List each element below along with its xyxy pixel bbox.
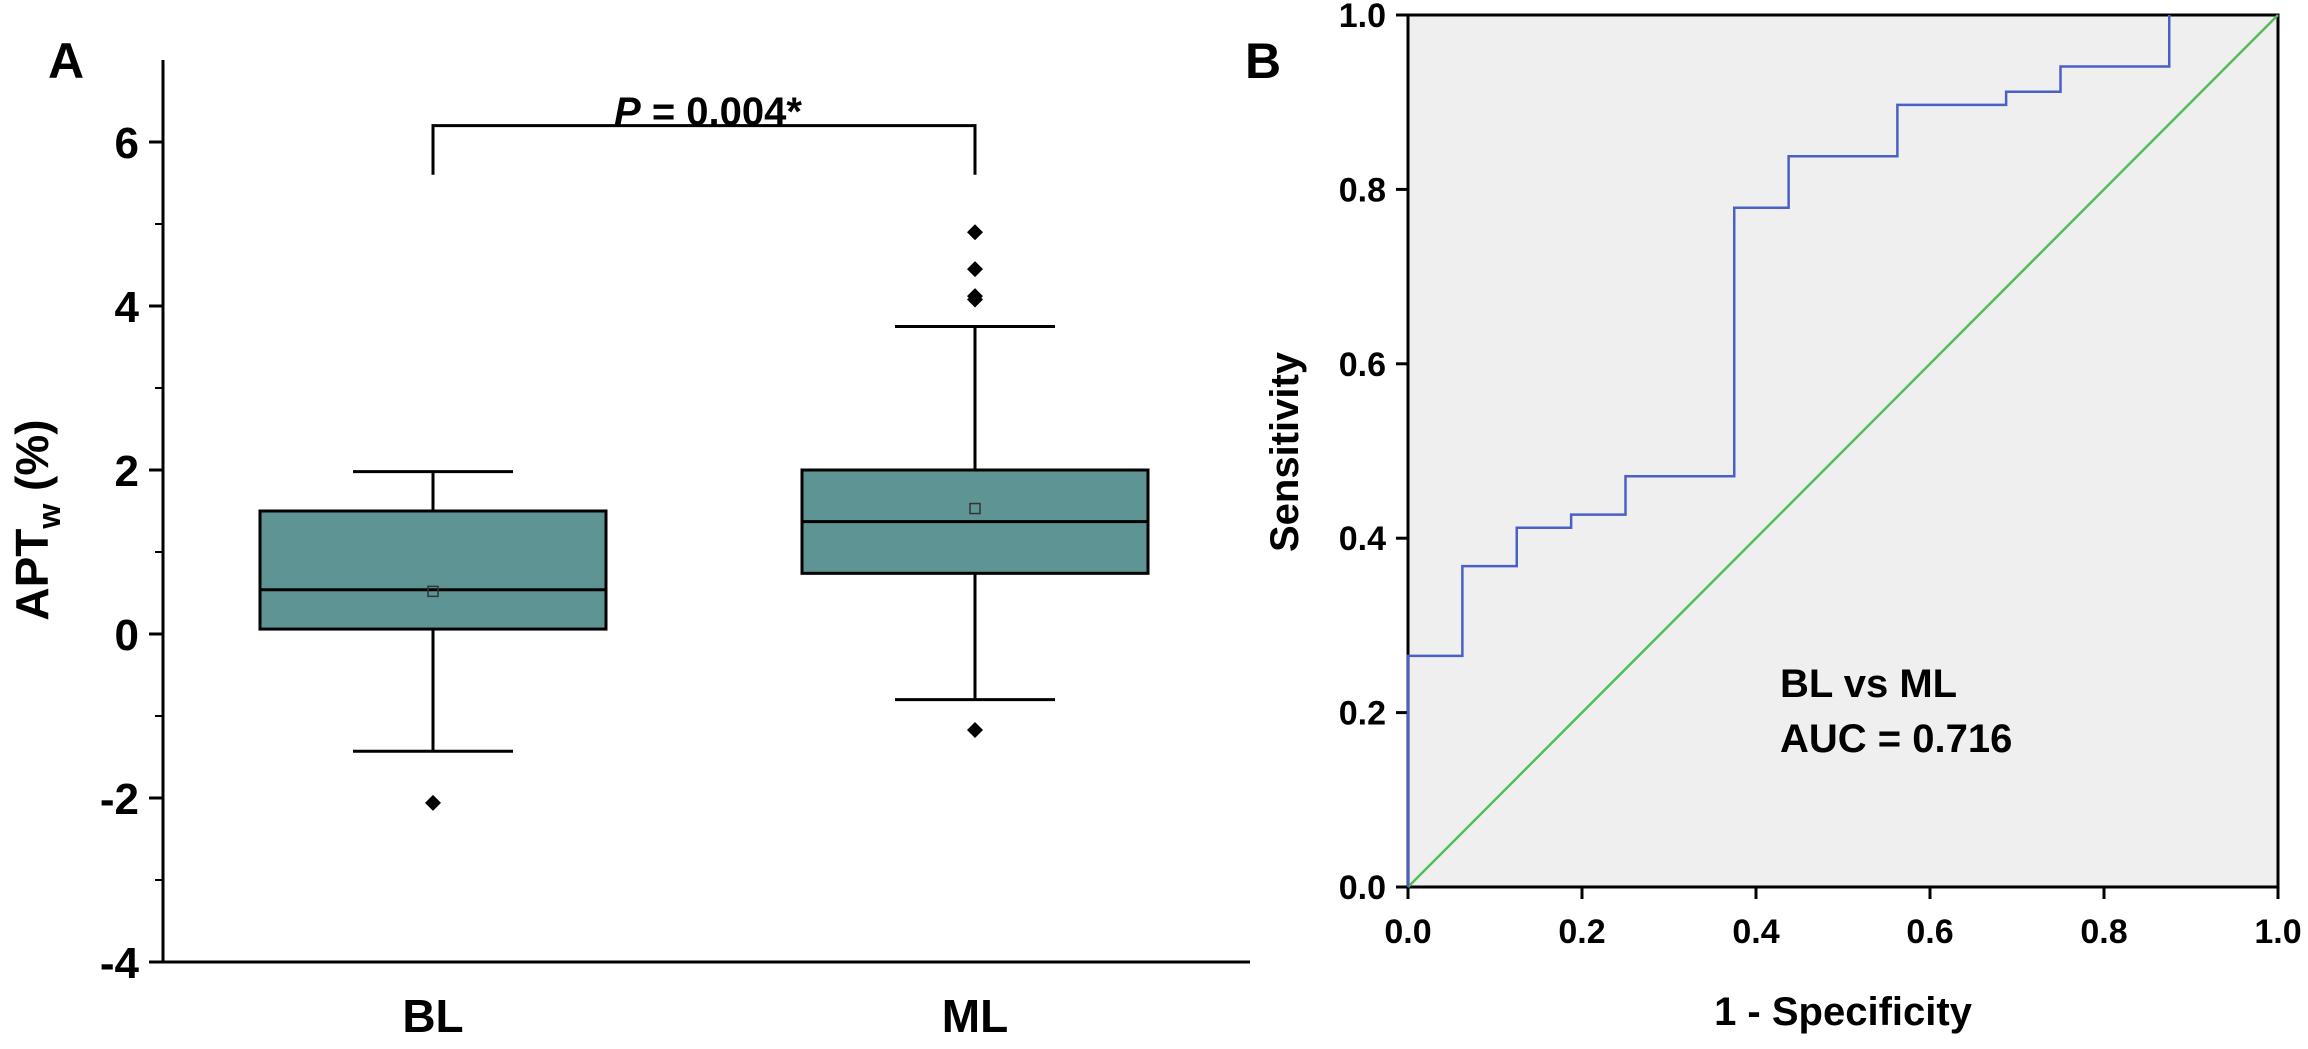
p-value-rest: = 0.004* (641, 90, 803, 134)
b-x-tick-label: 0.0 (1384, 913, 1431, 951)
b-y-tick-label: 0.0 (1339, 869, 1386, 907)
outlier-point (425, 794, 441, 811)
b-y-tick-label: 0.2 (1339, 695, 1386, 733)
a-y-tick-label: 0 (115, 611, 139, 660)
a-y-axis-title-suffix: (%) (6, 419, 58, 503)
panel-a: A -4 -2 0 2 4 6 P = 0.004* BL ML APTw (%) (6, 33, 1250, 1042)
b-y-axis-title: Sensitivity (1263, 351, 1307, 552)
a-x-tick-label-ml: ML (942, 990, 1008, 1042)
outlier-point (967, 224, 983, 241)
b-x-tick-label: 0.2 (1558, 913, 1605, 951)
box-ml (800, 224, 1150, 738)
a-x-tick-label-bl: BL (402, 990, 463, 1042)
a-y-tick-label: -4 (100, 939, 140, 988)
box-iqr (258, 509, 608, 631)
b-y-tick-label: 1.0 (1339, 0, 1386, 35)
b-x-tick-label: 0.8 (2080, 913, 2127, 951)
p-value-label: P = 0.004* (614, 90, 802, 134)
a-y-axis-title-main: APT (6, 529, 58, 621)
b-y-tick-label: 0.4 (1339, 520, 1386, 558)
outlier-point (967, 721, 983, 738)
box-bl (258, 470, 608, 811)
a-y-axis-title-sub: w (31, 504, 67, 530)
mean-marker (969, 502, 981, 515)
b-x-tick-label: 1.0 (2254, 913, 2301, 951)
b-axis-ticks: 0.0 0.2 0.4 0.6 0.8 1.0 0.0 0.2 0.4 0.6 0.8 1.0 (1339, 0, 2302, 951)
annotation-comparison: BL vs ML (1780, 662, 1957, 706)
a-y-tick-label: 4 (115, 283, 140, 332)
b-y-tick-label: 0.8 (1339, 171, 1386, 209)
a-y-ticks: -4 -2 0 2 4 6 (100, 119, 163, 988)
roc-curve (1406, 15, 2171, 887)
a-y-axis-title: APTw (%) (6, 419, 67, 620)
b-x-tick-label: 0.4 (1732, 913, 1779, 951)
mean-marker (427, 585, 439, 598)
b-x-tick-label: 0.6 (1906, 913, 1953, 951)
b-y-tick-label: 0.6 (1339, 346, 1386, 384)
a-y-tick-label: 6 (115, 119, 139, 168)
a-y-tick-label: 2 (115, 447, 139, 496)
a-boxes (258, 224, 1150, 811)
a-y-tick-label: -2 (100, 775, 139, 824)
outlier-point (967, 288, 983, 305)
panel-b: B 0.0 0.2 0.4 0.6 0.8 1.0 0.0 0.2 0.4 0.6 0.8 1.0 B… (1245, 0, 2302, 1034)
reference-line (1407, 14, 2279, 888)
panel-label-b: B (1245, 33, 1281, 89)
panel-label-a: A (48, 33, 84, 89)
p-value-prefix: P (614, 90, 641, 134)
a-significance: P = 0.004* (431, 90, 977, 175)
outlier-point (967, 261, 983, 278)
significance-bracket (431, 124, 977, 175)
b-x-axis-title: 1 - Specificity (1714, 990, 1973, 1034)
annotation-auc: AUC = 0.716 (1780, 717, 2012, 761)
